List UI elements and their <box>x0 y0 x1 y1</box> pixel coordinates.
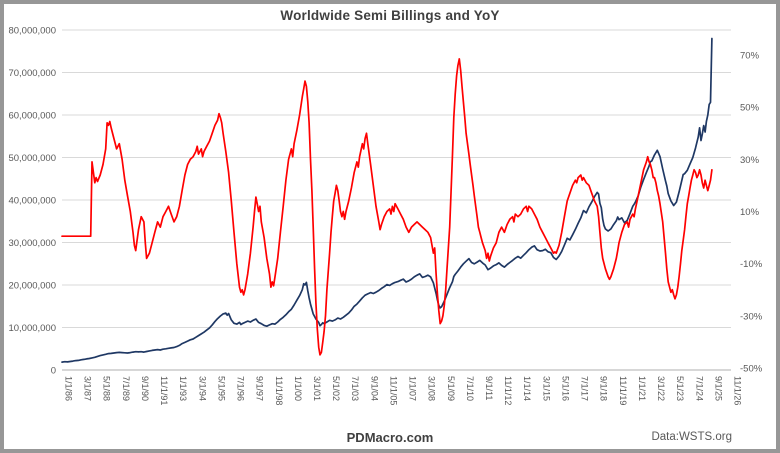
x-axis-tick-label: 5/1/88 <box>102 376 112 401</box>
left-axis-tick-label: 0 <box>51 366 56 377</box>
right-axis-tick-label: 50% <box>740 103 760 114</box>
x-axis-tick-label: 11/1/98 <box>274 376 284 405</box>
x-axis-tick-label: 11/1/91 <box>159 376 169 405</box>
right-axis-tick-label: 10% <box>740 207 760 218</box>
x-axis-tick-label: 3/1/15 <box>541 376 551 401</box>
x-axis-tick-label: 7/1/24 <box>694 376 704 401</box>
x-axis-tick-label: 9/1/25 <box>713 376 723 401</box>
x-axis-tick-label: 11/1/05 <box>388 376 398 405</box>
x-axis-tick-label: 11/1/19 <box>618 376 628 405</box>
left-axis-tick-label: 50,000,000 <box>8 153 56 164</box>
x-axis-tick-label: 3/1/22 <box>656 376 666 401</box>
x-axis-tick-label: 1/1/86 <box>64 376 74 401</box>
billings-line <box>61 37 713 363</box>
right-axis-tick-label: -10% <box>740 259 763 270</box>
x-axis-tick-label: 5/1/23 <box>675 376 685 401</box>
x-axis-tick-label: 11/1/12 <box>503 376 513 405</box>
left-axis-tick-label: 40,000,000 <box>8 196 56 207</box>
x-axis-tick-label: 9/1/04 <box>369 376 379 401</box>
left-axis-tick-label: 10,000,000 <box>8 323 56 334</box>
x-axis-tick-label: 7/1/03 <box>350 376 360 401</box>
chart-canvas: 80,000,000 70,000,000 60,000,000 50,000,000… <box>8 26 763 406</box>
footer-data-source-label: Data:WSTS.org <box>651 431 732 443</box>
left-axis-tick-label: 30,000,000 <box>8 238 56 249</box>
x-axis-tick-label: 3/1/01 <box>312 376 322 401</box>
yoy-line <box>61 58 713 356</box>
left-axis-tick-label: 20,000,000 <box>8 281 56 292</box>
left-axis-tick-label: 80,000,000 <box>8 26 56 37</box>
x-axis-tick-label: 3/1/94 <box>197 376 207 401</box>
x-axis-tick-label: 7/1/10 <box>465 376 475 401</box>
right-axis-tick-label: -50% <box>740 363 763 374</box>
footer-site-label: PDMacro.com <box>346 430 434 445</box>
left-axis-tick-label: 60,000,000 <box>8 111 56 122</box>
x-axis-tick-label: 9/1/18 <box>599 376 609 401</box>
x-axis-tick-label: 7/1/17 <box>580 376 590 401</box>
x-axis-tick-label: 7/1/96 <box>236 376 246 401</box>
x-axis-tick-label: 5/1/95 <box>216 376 226 401</box>
x-axis-tick-label: 1/1/07 <box>408 376 418 401</box>
chart-title: Worldwide Semi Billings and YoY <box>280 8 500 23</box>
x-axis-tick-label: 7/1/89 <box>121 376 131 401</box>
x-axis-tick-label: 1/1/21 <box>637 376 647 401</box>
x-axis-tick-label: 1/1/00 <box>293 376 303 401</box>
x-axis-tick-label: 5/1/09 <box>446 376 456 401</box>
x-axis-tick-label: 9/1/97 <box>255 376 265 401</box>
x-axis-tick-label: 1/1/93 <box>178 376 188 401</box>
x-axis-tick-label: 9/1/11 <box>484 376 494 400</box>
x-axis-tick-label: 1/1/14 <box>522 376 532 401</box>
x-axis-tick-label: 3/1/08 <box>427 376 437 401</box>
x-axis-tick-label: 5/1/02 <box>331 376 341 401</box>
right-axis-tick-label: 30% <box>740 155 760 166</box>
left-axis-tick-label: 70,000,000 <box>8 68 56 79</box>
right-axis-tick-label: -30% <box>740 311 763 322</box>
x-axis-tick-label: 5/1/16 <box>560 376 570 401</box>
x-axis-tick-label: 9/1/90 <box>140 376 150 401</box>
right-axis-tick-label: 70% <box>740 51 760 62</box>
x-axis-tick-label: 3/1/87 <box>83 376 93 401</box>
x-axis-tick-label: 11/1/26 <box>733 376 743 405</box>
